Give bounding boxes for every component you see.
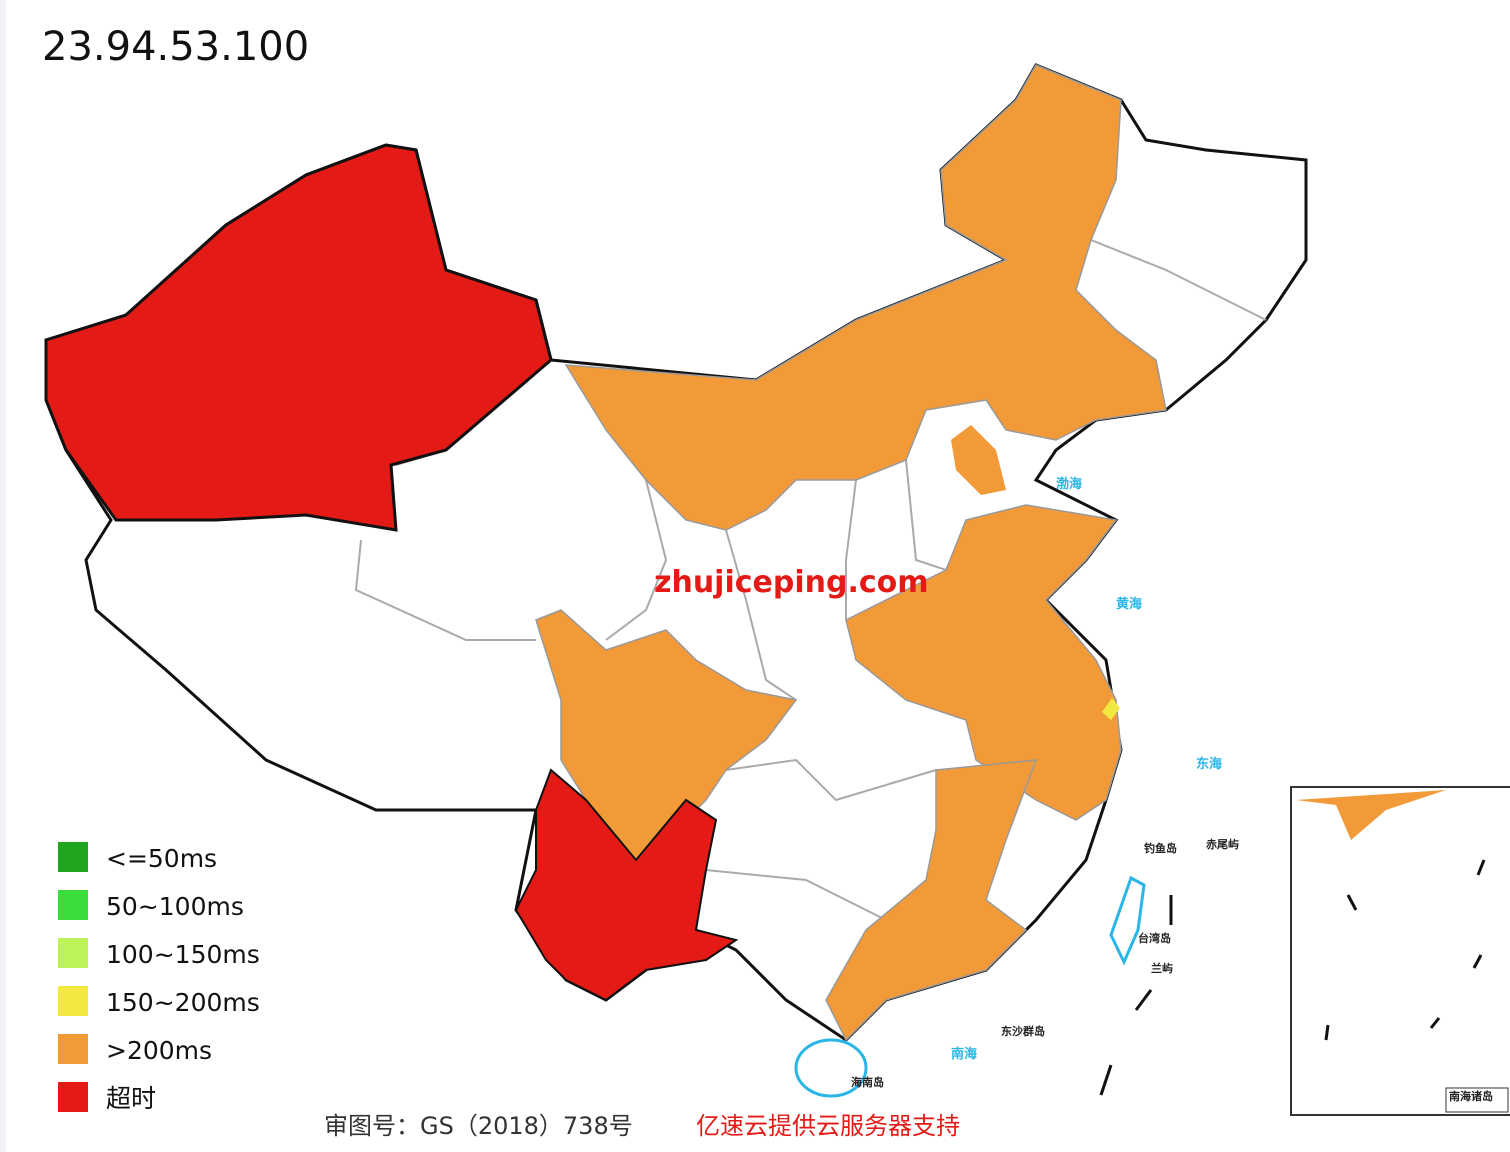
map-label: 南海诸岛: [1449, 1089, 1493, 1103]
map-label: 台湾岛: [1138, 931, 1171, 945]
region-east: [845, 504, 1122, 821]
legend-label: 超时: [106, 1084, 156, 1113]
region-sichuan: [535, 609, 798, 861]
map-label: 渤海: [1056, 476, 1082, 492]
map-approval: 审图号：GS（2018）738号: [324, 1112, 633, 1140]
watermark: zhujiceping.com: [654, 565, 929, 600]
region-yunnan: [514, 768, 739, 1002]
legend-label: 150~200ms: [106, 988, 260, 1017]
dashed-line: [1099, 859, 1486, 1096]
legend-swatch: [58, 842, 88, 872]
region-beijing: [951, 425, 1006, 495]
legend-label: 100~150ms: [106, 940, 260, 969]
sponsor-note: 亿速云提供云服务器支持: [696, 1112, 960, 1140]
inset-scale: [1445, 1087, 1509, 1113]
map-label: 黄海: [1116, 596, 1142, 612]
map-label: 兰屿: [1151, 961, 1173, 975]
map-label: 赤尾屿: [1206, 837, 1239, 851]
island-hainan: [794, 1038, 868, 1098]
legend-swatch: [58, 986, 88, 1016]
map-label: 东沙群岛: [1001, 1024, 1045, 1038]
legend-swatch: [58, 1034, 88, 1064]
island-taiwan: [1109, 875, 1146, 966]
map-label: 海南岛: [851, 1075, 884, 1089]
map-label: 南海: [951, 1046, 977, 1062]
legend-label: >200ms: [106, 1036, 212, 1065]
legend-swatch: [58, 890, 88, 920]
legend-label: <=50ms: [106, 844, 217, 873]
map-canvas: 23.94.53.100 zhujiceping.com 审图号：GS（2018）7…: [42, 24, 1510, 1140]
inset-coast: [1296, 790, 1446, 840]
region-south: [825, 759, 1038, 1042]
region-north: [564, 64, 1167, 531]
page-title: 23.94.53.100: [42, 24, 309, 70]
region-xinjiang: [44, 143, 553, 532]
legend-label: 50~100ms: [106, 892, 244, 921]
region-shanghai: [1102, 698, 1120, 720]
inset-frame: [1290, 786, 1510, 1116]
map-label: 钓鱼岛: [1144, 841, 1177, 855]
legend-swatch: [58, 1082, 88, 1112]
map-label: 东海: [1196, 756, 1222, 772]
legend-swatch: [58, 938, 88, 968]
